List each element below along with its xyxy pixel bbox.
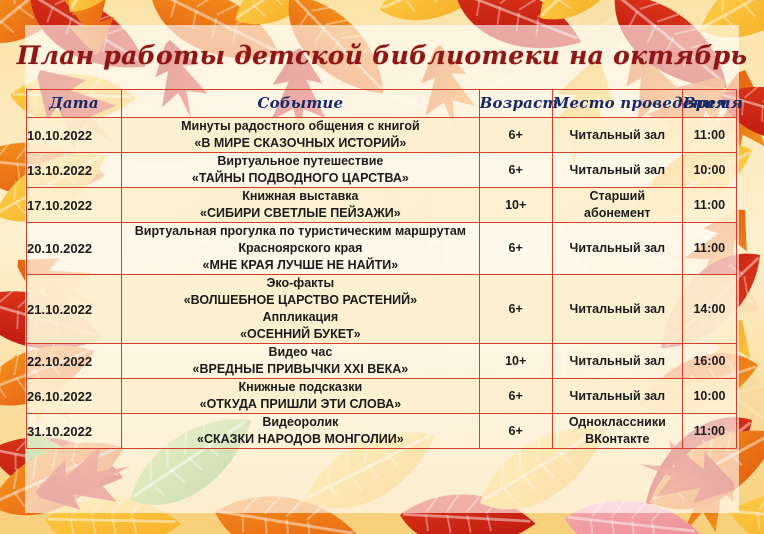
column-header-time: Время (681, 89, 743, 118)
cell-time: 11:00 (681, 187, 738, 223)
column-header-place: Место проведения (551, 89, 727, 118)
cell-age: 6+ (478, 274, 553, 344)
cell-event: Книжные подсказки «ОТКУДА ПРИШЛИ ЭТИ СЛОВ… (121, 378, 480, 414)
cell-place-line: Читальный зал (569, 241, 666, 255)
cell-event-line: «ОСЕННИЙ БУКЕТ» (240, 327, 361, 341)
cell-place: Читальный зал (551, 117, 683, 153)
cell-age: 6+ (478, 413, 553, 449)
cell-date: 31.10.2022 (25, 413, 123, 449)
column-header-age-label: Возраст (479, 93, 559, 112)
cell-place: Читальный зал (551, 378, 683, 414)
table-header: Дата Событие Возраст Место проведения Вр… (25, 89, 743, 118)
table-body: 10.10.2022 Минуты радостного общения с кн… (25, 117, 738, 449)
cell-place-line: Читальный зал (569, 353, 666, 368)
cell-event-line: Виртуальное путешествие (217, 154, 384, 168)
cell-age: 6+ (478, 222, 553, 275)
column-header-date: Дата (25, 89, 123, 118)
column-header-time-label: Время (682, 93, 743, 112)
column-header-event: Событие (121, 89, 480, 118)
table-row: 10.10.2022 Минуты радостного общения с кн… (25, 117, 738, 153)
cell-age: 6+ (478, 117, 553, 153)
table-row: 21.10.2022 Эко-факты «ВОЛШЕБНОЕ ЦАРСТВО РА… (25, 274, 738, 344)
cell-event: Видео час «ВРЕДНЫЕ ПРИВЫЧКИ XXI ВЕКА» (121, 343, 480, 379)
cell-date: 10.10.2022 (25, 117, 123, 153)
cell-event-line: Аппликация (262, 310, 339, 324)
cell-event-line: Видеоролик (262, 415, 339, 429)
cell-event-line: «ВОЛШЕБНОЕ ЦАРСТВО РАСТЕНИЙ» (183, 293, 418, 307)
cell-event-line: Книжная выставка (242, 189, 359, 203)
cell-place: Читальный зал (551, 152, 683, 188)
cell-event-line: Книжные подсказки (238, 380, 363, 394)
cell-event-line: «МНЕ КРАЯ ЛУЧШЕ НЕ НАЙТИ» (202, 258, 399, 272)
table-row: 20.10.2022 Виртуальная прогулка по турист… (25, 222, 738, 275)
cell-date: 20.10.2022 (25, 222, 123, 275)
cell-event-line: Виртуальная прогулка по туристическим ма… (134, 224, 467, 238)
cell-place-line: Старший (589, 189, 646, 203)
table-row: 31.10.2022 Видеоролик «СКАЗКИ НАРОДОВ МОНГ… (25, 413, 738, 449)
column-header-age: Возраст (478, 89, 558, 118)
cell-place-line: Одноклассники (568, 415, 666, 429)
cell-age: 6+ (478, 378, 553, 414)
cell-event-line: «ОТКУДА ПРИШЛИ ЭТИ СЛОВА» (199, 397, 402, 411)
cell-time: 16:00 (681, 343, 738, 379)
cell-time: 11:00 (681, 413, 738, 449)
cell-time: 11:00 (681, 222, 738, 275)
cell-age: 10+ (478, 343, 553, 379)
cell-place: Читальный зал (551, 274, 683, 344)
cell-place-line: Читальный зал (569, 127, 666, 142)
cell-date: 13.10.2022 (25, 152, 123, 188)
cell-event: Виртуальное путешествие «ТАЙНЫ ПОДВОДНОГО… (121, 152, 480, 188)
cell-place: Читальный зал (551, 343, 683, 379)
cell-date: 22.10.2022 (25, 343, 123, 379)
cell-event-line: Минуты радостного общения с книгой (181, 119, 420, 133)
cell-event-line: «В МИРЕ СКАЗОЧНЫХ ИСТОРИЙ» (194, 136, 407, 150)
cell-event-line: «ВРЕДНЫЕ ПРИВЫЧКИ XXI ВЕКА» (192, 362, 409, 376)
column-header-date-label: Дата (49, 93, 99, 112)
cell-time: 14:00 (681, 274, 738, 344)
cell-event: Книжная выставка «СИБИРИ СВЕТЛЫЕ ПЕЙЗАЖИ» (121, 187, 480, 223)
cell-place-line: Читальный зал (569, 388, 666, 403)
cell-event: Видеоролик «СКАЗКИ НАРОДОВ МОНГОЛИИ» (121, 413, 480, 449)
cell-place-line: абонемент (584, 206, 651, 220)
cell-event: Минуты радостного общения с книгой «В МИР… (121, 117, 480, 153)
table-row: 22.10.2022 Видео час «ВРЕДНЫЕ ПРИВЫЧКИ XXI… (25, 343, 738, 379)
table-row: 26.10.2022 Книжные подсказки «ОТКУДА ПРИШЛ… (25, 378, 738, 414)
cell-event: Виртуальная прогулка по туристическим ма… (121, 222, 480, 275)
cell-event: Эко-факты «ВОЛШЕБНОЕ ЦАРСТВО РАСТЕНИЙ» Апп… (121, 274, 480, 344)
cell-event-line: Эко-факты (266, 276, 335, 290)
cell-age: 10+ (478, 187, 553, 223)
cell-age: 6+ (478, 152, 553, 188)
cell-place: Читальный зал (551, 222, 683, 275)
schedule-table: Дата Событие Возраст Место проведения Вр… (25, 89, 743, 449)
cell-date: 26.10.2022 (25, 378, 123, 414)
cell-event-line: «ТАЙНЫ ПОДВОДНОГО ЦАРСТВА» (191, 171, 409, 185)
cell-time: 11:00 (681, 117, 738, 153)
cell-event-line: Красноярского края (238, 241, 363, 255)
cell-event-line: «СКАЗКИ НАРОДОВ МОНГОЛИИ» (197, 432, 404, 446)
schedule-table-wrapper: Дата Событие Возраст Место проведения Вр… (25, 89, 743, 449)
page-title-text: План работы детской библиотеки на октябр… (16, 40, 748, 70)
table-header-row: Дата Событие Возраст Место проведения Вр… (25, 89, 743, 118)
cell-place: Старший абонемент (551, 187, 683, 223)
table-row: 13.10.2022 Виртуальное путешествие «ТАЙНЫ … (25, 152, 738, 188)
cell-event-line: Видео час (268, 345, 333, 359)
cell-date: 21.10.2022 (25, 274, 123, 344)
cell-time: 10:00 (681, 378, 738, 414)
page-title: План работы детской библиотеки на октябр… (17, 30, 747, 80)
table-row: 17.10.2022 Книжная выставка «СИБИРИ СВЕТЛЫ… (25, 187, 738, 223)
cell-place: Одноклассники ВКонтакте (551, 413, 683, 449)
cell-place-line: Читальный зал (569, 162, 666, 177)
cell-event-line: «СИБИРИ СВЕТЛЫЕ ПЕЙЗАЖИ» (200, 206, 401, 220)
cell-date: 17.10.2022 (25, 187, 123, 223)
cell-place-line: Читальный зал (569, 301, 666, 316)
cell-time: 10:00 (681, 152, 738, 188)
column-header-event-label: Событие (257, 93, 344, 112)
cell-place-line: ВКонтакте (585, 432, 650, 446)
